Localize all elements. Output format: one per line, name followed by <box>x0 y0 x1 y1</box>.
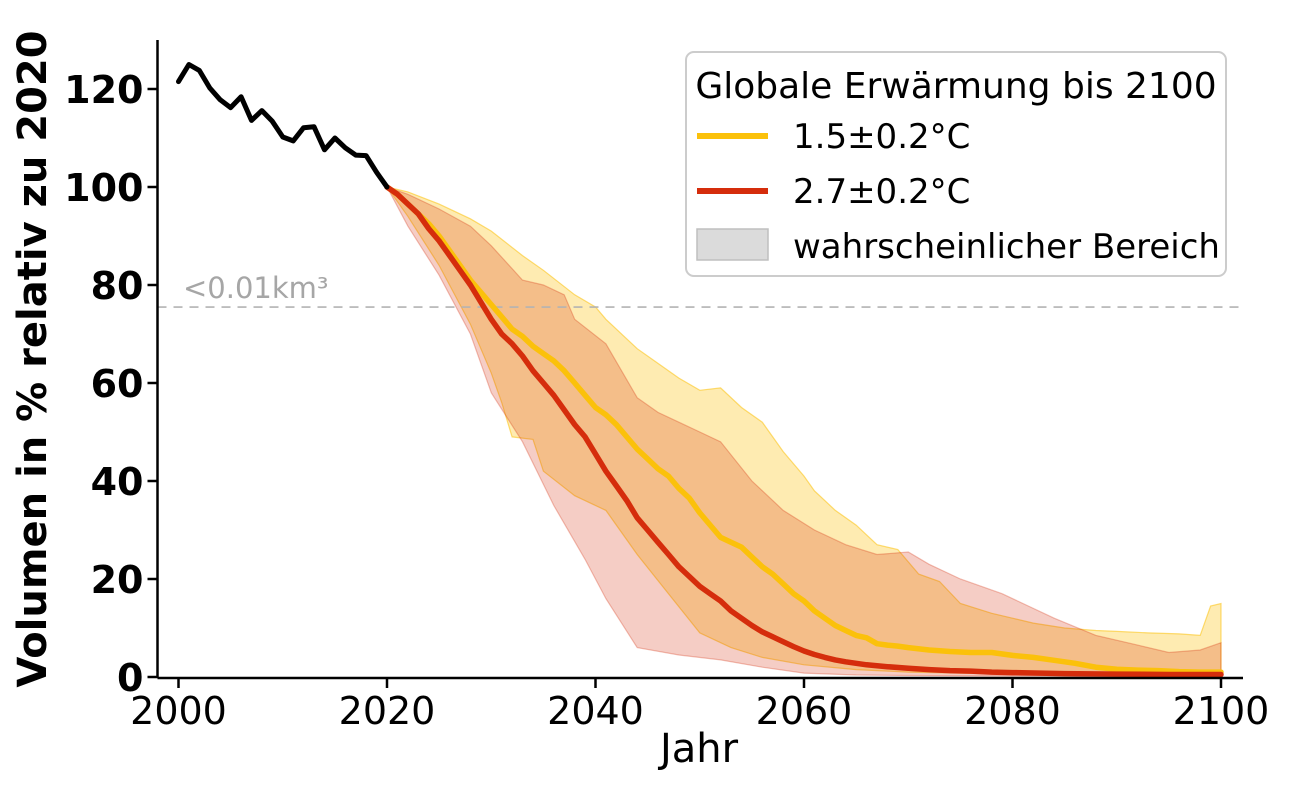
uncertainty-bands <box>385 185 1222 677</box>
legend: Globale Erwärmung bis 2100 1.5±0.2°C 2.7… <box>685 51 1227 277</box>
x-tick-label: 2020 <box>339 689 436 733</box>
legend-label-likely-range: wahrscheinlicher Bereich <box>793 227 1220 267</box>
y-tick-label: 120 <box>64 68 143 112</box>
band-2.7C <box>385 185 1222 677</box>
y-tick-label: 40 <box>91 460 144 504</box>
x-tick-label: 2040 <box>547 689 644 733</box>
x-axis-title: Jahr <box>657 726 739 772</box>
line-2.7C <box>384 184 1224 678</box>
data-series <box>176 62 1224 678</box>
y-tick-label: 20 <box>91 558 144 602</box>
x-tick-label: 2060 <box>756 689 853 733</box>
legend-title: Globale Erwärmung bis 2100 <box>695 66 1216 107</box>
line-historical <box>176 62 390 190</box>
x-tick-label: 2100 <box>1173 689 1270 733</box>
x-tick-label: 2000 <box>130 689 227 733</box>
legend-box <box>685 51 1227 277</box>
legend-label-1.5C: 1.5±0.2°C <box>793 117 970 157</box>
y-tick-label: 80 <box>91 264 144 308</box>
y-tick-label: 100 <box>64 166 143 210</box>
band-1.5C <box>385 186 1222 676</box>
y-tick-label: 60 <box>91 362 144 406</box>
threshold-label: <0.01km³ <box>183 271 329 305</box>
x-tick-label: 2080 <box>964 689 1061 733</box>
y-axis-title: Volumen in % relativ zu 2020 <box>10 30 56 687</box>
y-tick-label: 0 <box>117 656 143 700</box>
legend-label-2.7C: 2.7±0.2°C <box>793 172 970 212</box>
legend-swatch-patch-likely-range <box>696 228 769 261</box>
line-1.5C <box>384 184 1224 675</box>
